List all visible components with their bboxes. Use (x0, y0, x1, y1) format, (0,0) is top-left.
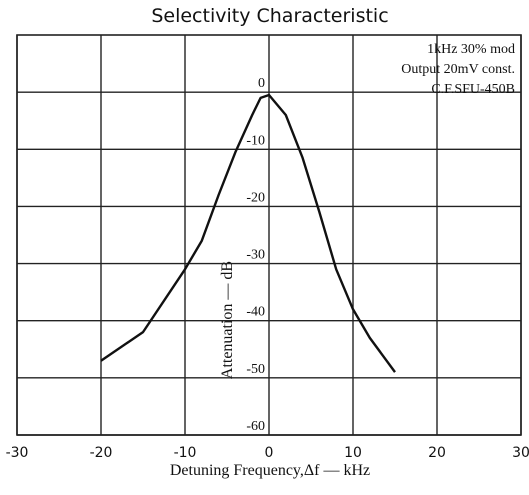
y-tick-label: -50 (246, 362, 265, 377)
curve (100, 93, 396, 373)
y-tick-label: -60 (246, 419, 265, 434)
x-tick-label: 30 (512, 445, 529, 461)
x-tick-label: 0 (265, 445, 274, 461)
y-tick-label: -10 (246, 133, 265, 148)
x-tick-label: -30 (6, 445, 29, 461)
y-axis-label: Attenuation — dB (219, 261, 236, 379)
y-tick-label: 0 (258, 76, 265, 91)
x-tick-label: -10 (174, 445, 197, 461)
x-tick-label: 10 (344, 445, 362, 461)
annotation: C.F.SFU-450B (431, 82, 515, 97)
y-tick-label: -30 (246, 248, 265, 263)
annotation: Output 20mV const. (401, 62, 515, 77)
y-tick-label: -20 (246, 190, 265, 205)
annotation: 1kHz 30% mod (427, 42, 515, 57)
x-axis-label: Detuning Frequency,Δf — kHz (170, 462, 370, 479)
x-tick-label: 20 (428, 445, 446, 461)
x-tick-label: -20 (90, 445, 113, 461)
chart-title: Selectivity Characteristic (151, 5, 388, 27)
y-tick-label: -40 (246, 305, 265, 320)
